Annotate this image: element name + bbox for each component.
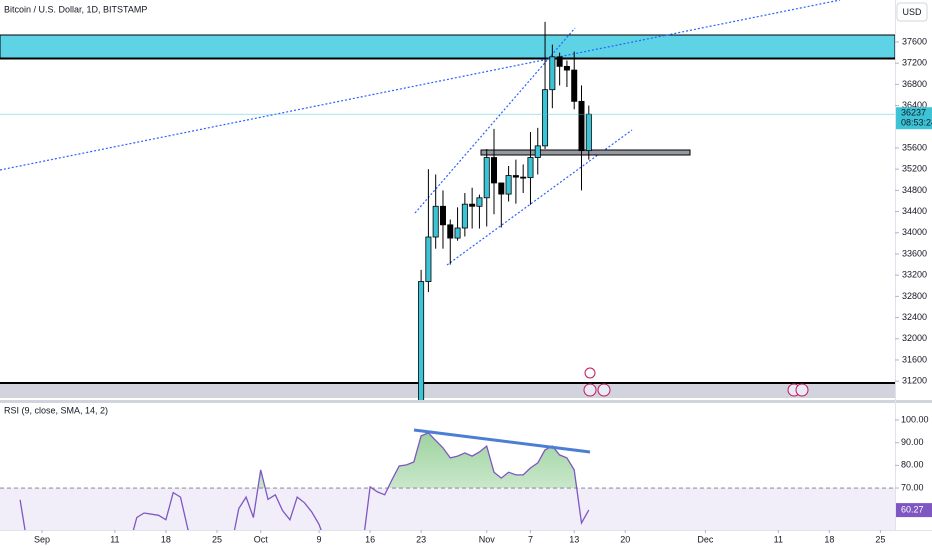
x-tick-label: Nov	[479, 534, 496, 544]
candle-body	[491, 157, 498, 184]
y-tick-label: 35200	[902, 164, 927, 174]
y-tick-label: 70.00	[901, 482, 924, 492]
candle-body	[498, 182, 505, 195]
currency-button[interactable]	[896, 2, 928, 22]
last-price-box	[896, 107, 932, 130]
candle-body	[556, 56, 563, 67]
candle-body	[549, 56, 556, 91]
y-tick-label: 31200	[902, 376, 927, 386]
trend-line	[0, 0, 841, 171]
y-tick-label: 37600	[902, 36, 927, 46]
rsi-band	[0, 488, 895, 530]
split-icon	[584, 367, 596, 379]
y-tick-label: 35600	[902, 142, 927, 152]
support-zone	[0, 383, 895, 398]
event-icons	[583, 367, 809, 397]
x-tick-label: Oct	[254, 534, 269, 544]
x-tick-label: 25	[212, 534, 222, 544]
y-tick-label: 36800	[902, 79, 927, 89]
last-price-label: 36237	[901, 108, 926, 118]
level-bar	[480, 149, 691, 156]
candle-body	[563, 65, 570, 71]
rsi-value-label: 60.27	[901, 504, 924, 514]
y-tick-label: 32000	[902, 333, 927, 343]
candle-body	[425, 236, 432, 282]
indicator-title: RSI (9, close, SMA, 14, 2)	[4, 405, 108, 415]
x-tick-label: Dec	[697, 534, 714, 544]
candle-body	[461, 203, 468, 229]
x-tick-label: 20	[620, 534, 630, 544]
candle-body	[439, 205, 446, 226]
event-icon	[583, 383, 597, 397]
rsi-overbought-fill	[257, 432, 577, 489]
x-tick-label: 25	[875, 534, 885, 544]
rsi-value-box	[896, 503, 932, 518]
candle-body	[447, 224, 454, 239]
x-tick-label: 23	[416, 534, 426, 544]
candle-body	[571, 69, 578, 102]
y-tick-label: 32400	[902, 312, 927, 322]
y-tick-label: 32800	[902, 291, 927, 301]
supply-zone	[0, 34, 895, 59]
candle-body	[432, 205, 439, 238]
y-tick-label: 36400	[902, 100, 927, 110]
rsi-line	[19, 432, 590, 530]
candle-body	[534, 145, 541, 158]
candle-body	[542, 89, 549, 147]
y-tick-label: 33200	[902, 270, 927, 280]
drawings	[0, 0, 895, 398]
candle-body	[505, 175, 512, 195]
y-tick-label: 90.00	[901, 437, 924, 447]
rsi-trendline	[413, 428, 591, 454]
candle-body	[454, 227, 461, 239]
y-tick-label: 31600	[902, 354, 927, 364]
x-tick-label: 11	[774, 534, 783, 544]
currency[interactable]: USD	[902, 7, 922, 17]
y-tick-label: 33600	[902, 248, 927, 258]
x-tick-label: 18	[824, 534, 834, 544]
x-tick-label: 13	[569, 534, 579, 544]
candle-body	[527, 157, 534, 179]
candle-body	[469, 203, 476, 207]
x-tick-label: 7	[528, 534, 533, 544]
rsi-pane: 100.00 90.00 80.00 70.00 60.27	[0, 414, 932, 530]
channel-upper	[414, 27, 576, 214]
candle-body	[418, 281, 425, 400]
countdown-label: 08:53:24	[901, 118, 932, 128]
event-icon	[597, 383, 611, 397]
y-tick-label: 100.00	[901, 414, 929, 424]
x-tick-label: 11	[110, 534, 119, 544]
candle-body	[578, 100, 585, 152]
chart-title: Bitcoin / U.S. Dollar, 1D, BITSTAMP	[4, 4, 147, 14]
y-tick-label: 37200	[902, 58, 927, 68]
y-tick-label: 34400	[902, 206, 927, 216]
candle-body	[520, 176, 527, 179]
candle-body	[483, 157, 490, 199]
y-tick-label: 34000	[902, 227, 927, 237]
x-tick-label: 18	[161, 534, 171, 544]
x-tick-label: 9	[317, 534, 322, 544]
candle-body	[512, 175, 519, 178]
x-tick-label: 16	[365, 534, 375, 544]
x-tick-label: Sep	[34, 534, 50, 544]
candles	[418, 21, 592, 400]
candle-body	[585, 113, 592, 152]
y-tick-label: 80.00	[901, 460, 924, 470]
event-icon	[795, 383, 809, 397]
candle-body	[476, 197, 483, 207]
y-tick-label: 34800	[902, 185, 927, 195]
